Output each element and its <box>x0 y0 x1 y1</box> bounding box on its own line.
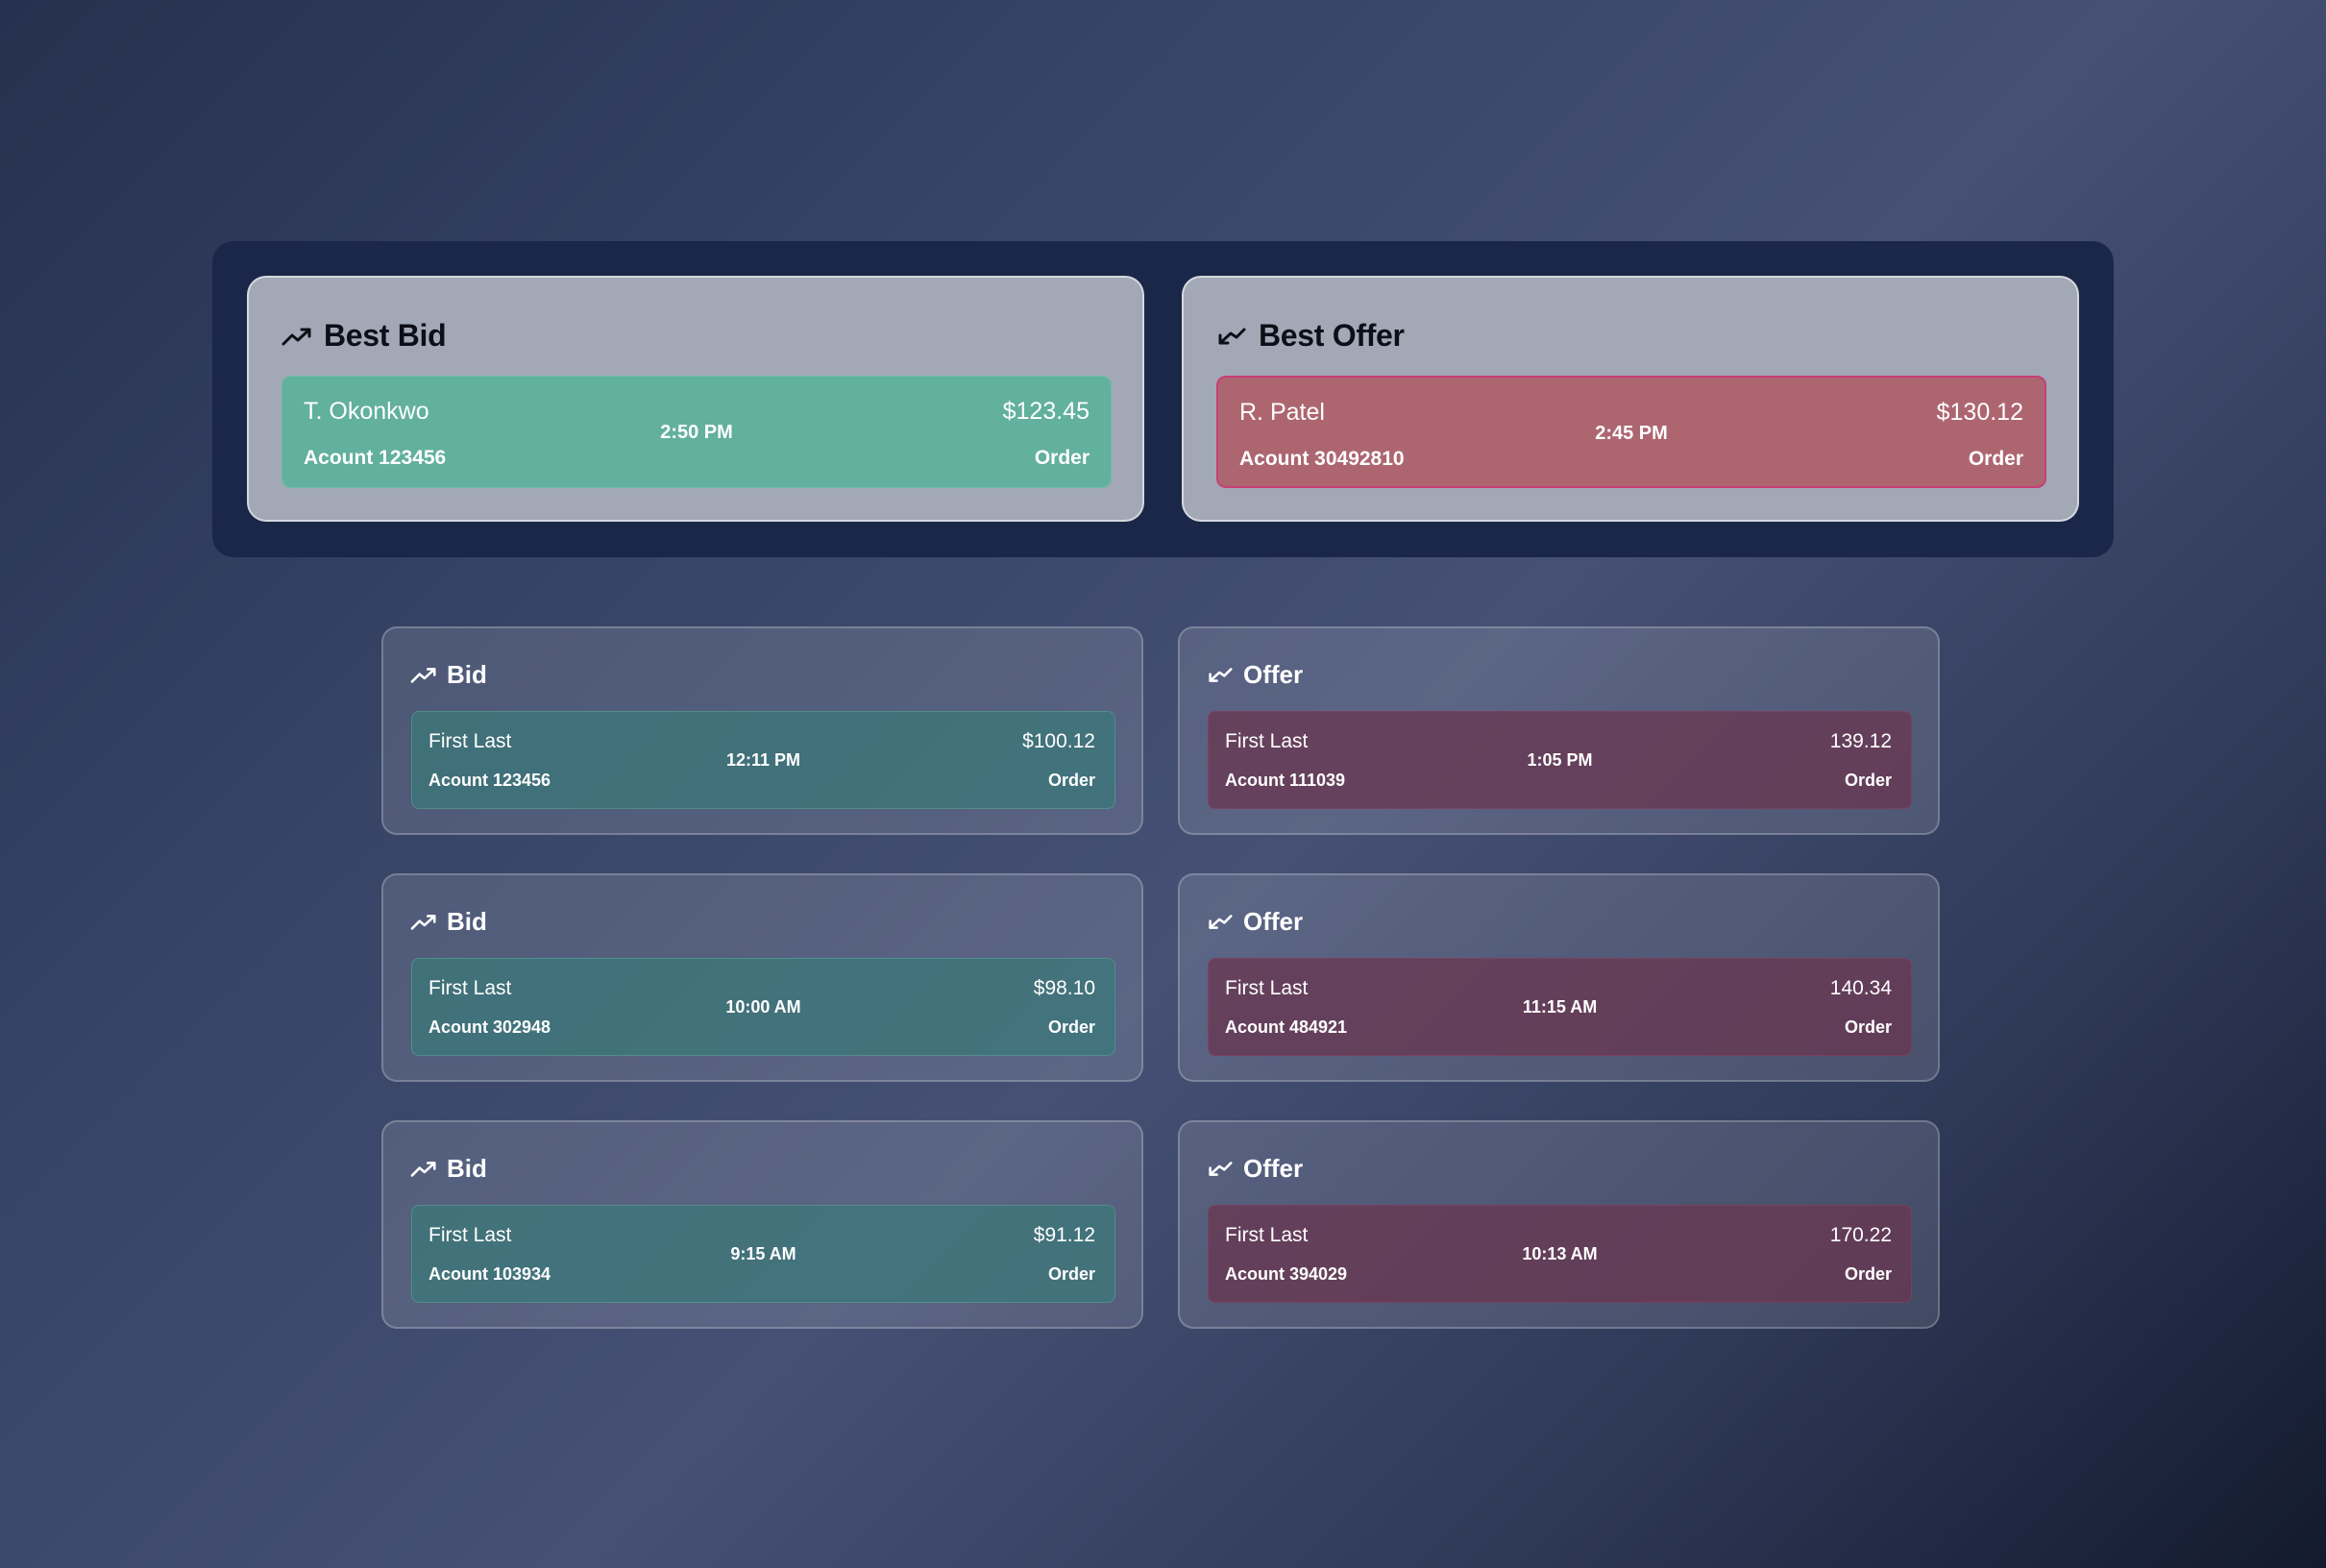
offer-header: Offer <box>1207 1154 1303 1184</box>
order-time: 9:15 AM <box>730 1244 796 1263</box>
trader-name: First Last <box>428 977 512 999</box>
best-offer-title: Best Offer <box>1259 318 1405 353</box>
bid-card: Bid First Last Acount 103934 9:15 AM $91… <box>381 1120 1143 1329</box>
order-label: Order <box>1034 447 1090 469</box>
trader-name: First Last <box>1225 1224 1309 1246</box>
order-label: Order <box>1047 1264 1095 1284</box>
account-number: Acount 111039 <box>1225 771 1346 790</box>
best-offer-header: Best Offer <box>1216 318 1405 354</box>
account-number: Acount 484921 <box>1225 1017 1348 1037</box>
order-time: 11:15 AM <box>1522 997 1598 1017</box>
trending-down-icon <box>1207 1160 1234 1178</box>
bid-row[interactable]: First Last Acount 103934 9:15 AM $91.12 … <box>411 1205 1115 1303</box>
offer-header: Offer <box>1207 907 1303 937</box>
account-number: Acount 302948 <box>428 1017 551 1037</box>
trader-name: First Last <box>428 730 512 752</box>
trader-name: T. Okonkwo <box>304 398 429 425</box>
order-label: Order <box>1047 771 1095 790</box>
account-number: Acount 394029 <box>1225 1264 1348 1284</box>
account-number: Acount 103934 <box>428 1264 551 1284</box>
account-number: Acount 30492810 <box>1239 448 1405 470</box>
account-number: Acount 123456 <box>304 447 447 469</box>
offer-row[interactable]: First Last Acount 394029 10:13 AM 170.22… <box>1208 1205 1912 1303</box>
offer-title: Offer <box>1243 660 1304 689</box>
best-bid-header: Best Bid <box>282 318 447 354</box>
order-price: $100.12 <box>1022 730 1095 752</box>
bid-header: Bid <box>410 660 487 690</box>
order-label: Order <box>1844 1264 1892 1284</box>
order-time: 1:05 PM <box>1527 750 1593 770</box>
bid-title: Bid <box>447 660 487 689</box>
trending-up-icon <box>410 666 437 684</box>
order-time: 2:50 PM <box>660 422 733 443</box>
trending-down-icon <box>1207 666 1234 684</box>
offer-card: Offer First Last Acount 111039 1:05 PM 1… <box>1178 626 1940 835</box>
best-bid-card: Best Bid T. Okonkwo Acount 123456 2:50 P… <box>247 276 1144 522</box>
trader-name: R. Patel <box>1239 399 1325 426</box>
order-price: $123.45 <box>1002 398 1090 425</box>
order-label: Order <box>1968 448 2023 470</box>
order-time: 12:11 PM <box>725 750 801 770</box>
order-price: 139.12 <box>1829 730 1892 752</box>
bid-card: Bid First Last Acount 123456 12:11 PM $1… <box>381 626 1143 835</box>
bid-header: Bid <box>410 907 487 937</box>
order-price: $130.12 <box>1936 399 2023 426</box>
offer-row[interactable]: First Last Acount 484921 11:15 AM 140.34… <box>1208 958 1912 1056</box>
order-price: $91.12 <box>1033 1224 1095 1246</box>
bid-title: Bid <box>447 1154 487 1183</box>
offer-title: Offer <box>1243 1154 1304 1183</box>
trending-up-icon <box>410 1160 437 1178</box>
order-price: 140.34 <box>1829 977 1892 999</box>
account-number: Acount 123456 <box>428 771 551 790</box>
best-offer-card: Best Offer R. Patel Acount 30492810 2:45… <box>1182 276 2079 522</box>
order-time: 10:00 AM <box>725 997 801 1017</box>
best-bid-title: Best Bid <box>324 318 447 353</box>
trending-down-icon <box>1207 913 1234 931</box>
trader-name: First Last <box>1225 977 1309 999</box>
bid-title: Bid <box>447 907 487 936</box>
offer-card: Offer First Last Acount 394029 10:13 AM … <box>1178 1120 1940 1329</box>
offer-row[interactable]: First Last Acount 111039 1:05 PM 139.12 … <box>1208 711 1912 809</box>
trending-up-icon <box>410 913 437 931</box>
offer-title: Offer <box>1243 907 1304 936</box>
order-price: 170.22 <box>1829 1224 1892 1246</box>
best-bid-row[interactable]: T. Okonkwo Acount 123456 2:50 PM $123.45… <box>282 376 1112 488</box>
bid-row[interactable]: First Last Acount 123456 12:11 PM $100.1… <box>411 711 1115 809</box>
bid-card: Bid First Last Acount 302948 10:00 AM $9… <box>381 873 1143 1082</box>
order-label: Order <box>1844 1017 1892 1037</box>
trader-name: First Last <box>428 1224 512 1246</box>
best-offer-row[interactable]: R. Patel Acount 30492810 2:45 PM $130.12… <box>1216 376 2046 488</box>
offer-header: Offer <box>1207 660 1303 690</box>
order-time: 10:13 AM <box>1522 1244 1598 1263</box>
best-quotes-panel: Best Bid T. Okonkwo Acount 123456 2:50 P… <box>212 241 2114 557</box>
order-label: Order <box>1844 771 1892 790</box>
offer-card: Offer First Last Acount 484921 11:15 AM … <box>1178 873 1940 1082</box>
order-label: Order <box>1047 1017 1095 1037</box>
trending-up-icon <box>282 326 312 347</box>
trending-down-icon <box>1216 326 1247 347</box>
order-time: 2:45 PM <box>1595 423 1668 444</box>
order-price: $98.10 <box>1033 977 1095 999</box>
trader-name: First Last <box>1225 730 1309 752</box>
bid-row[interactable]: First Last Acount 302948 10:00 AM $98.10… <box>411 958 1115 1056</box>
bid-header: Bid <box>410 1154 487 1184</box>
